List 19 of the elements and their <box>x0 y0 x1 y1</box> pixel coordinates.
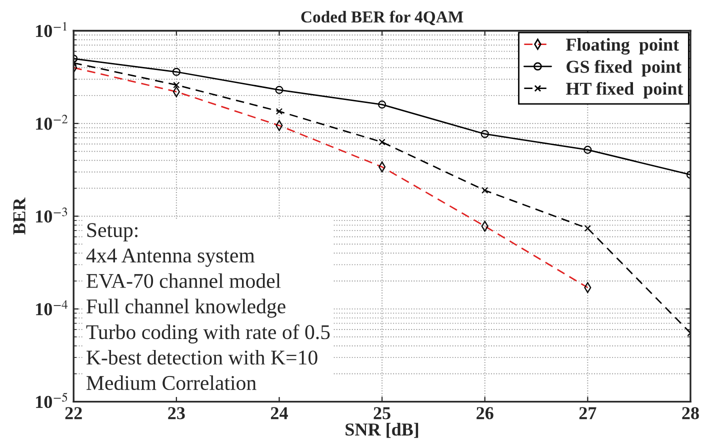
x-axis-title: SNR [dB] <box>346 422 418 438</box>
y-tick-label: 10$^{−5}$ <box>36 392 68 408</box>
x-tick-label: 23 <box>168 407 185 420</box>
y-tick-label: 10$^{−3}$ <box>36 207 68 223</box>
chart-title: Coded BER for 4QAM <box>301 10 464 26</box>
legend-label: Floating point <box>566 38 679 55</box>
y-tick-label: 10$^{−1}$ <box>36 22 67 38</box>
annotation: Setup: 4x4 Antenna system EVA-70 channel model Full channel knowledge Turbo coding with rate of 0.5 K-best detection with K=10 Medium Correlation <box>86 223 330 390</box>
x-tick-label: 26 <box>476 407 494 420</box>
y-tick-label: 10$^{−2}$ <box>36 114 68 130</box>
x-tick-label: 27 <box>579 407 596 420</box>
x-tick-label: 28 <box>682 407 699 420</box>
x-tick-label: 22 <box>65 407 82 420</box>
legend-label: HT fixed point <box>566 82 684 99</box>
legend-label: GS fixed point <box>566 60 682 77</box>
y-axis-title: BER <box>13 197 26 234</box>
x-tick-label: 25 <box>374 407 390 420</box>
y-tick-label: 10$^{−4}$ <box>36 300 68 316</box>
x-tick-label: 24 <box>270 407 288 420</box>
